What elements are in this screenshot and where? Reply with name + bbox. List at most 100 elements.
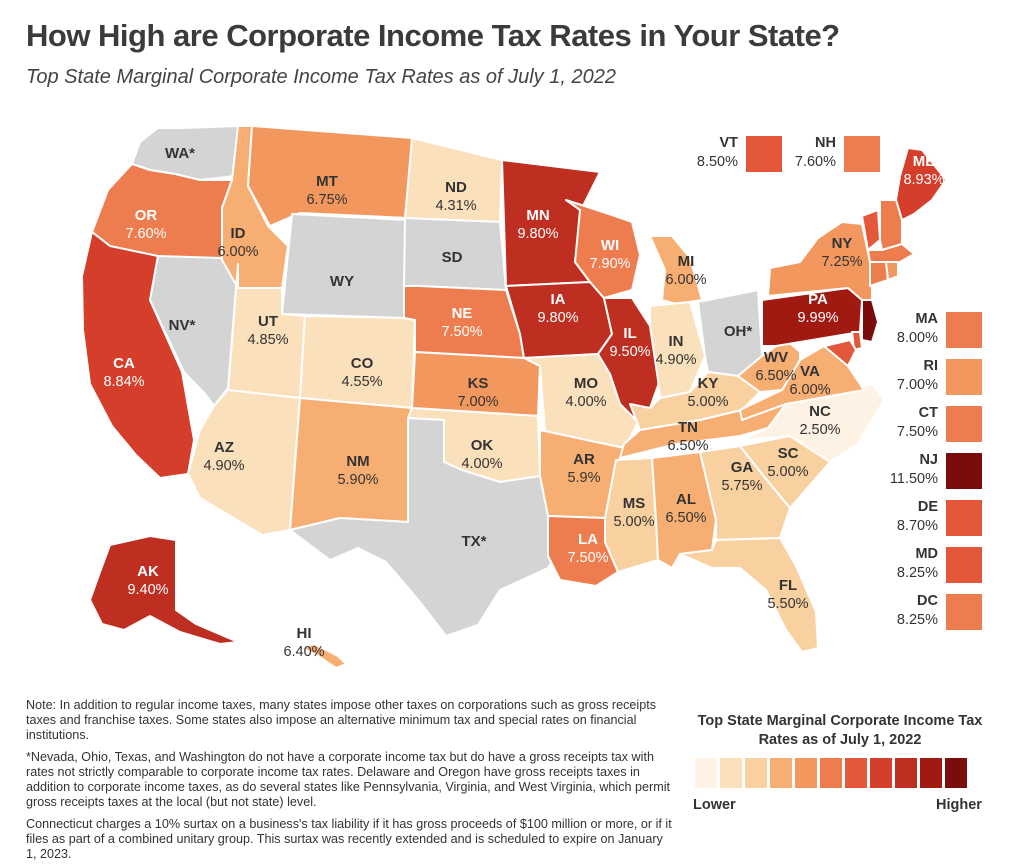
state-label-tn: TN: [678, 419, 698, 436]
legend-swatch: [770, 758, 792, 788]
state-ri[interactable]: [885, 261, 899, 281]
state-label-co: CO: [351, 355, 374, 372]
callout-code: MA: [915, 311, 938, 327]
state-label-nc: NC: [809, 403, 831, 420]
callout-swatch: [946, 594, 982, 630]
legend-swatch: [945, 758, 967, 788]
callout-nj[interactable]: NJ 11.50%: [872, 452, 982, 489]
page-subtitle: Top State Marginal Corporate Income Tax …: [26, 66, 616, 88]
callout-swatch: [946, 359, 982, 395]
state-wy[interactable]: [281, 213, 409, 319]
callout-de[interactable]: DE 8.70%: [872, 499, 982, 536]
state-rate-nd: 4.31%: [435, 198, 476, 214]
state-rate-mt: 6.75%: [306, 192, 347, 208]
state-rate-id: 6.00%: [217, 244, 258, 260]
state-label-pa: PA: [808, 291, 828, 308]
callout-rate: 7.50%: [896, 424, 938, 440]
callout-vt[interactable]: VT 8.50%: [672, 135, 782, 172]
state-tx[interactable]: [289, 417, 567, 637]
state-rate-hi: 6.40%: [283, 644, 324, 660]
state-label-ga: GA: [731, 459, 754, 476]
state-nj[interactable]: [861, 299, 879, 343]
state-ct[interactable]: [869, 261, 889, 287]
callout-rate: 8.50%: [696, 154, 738, 170]
state-rate-ky: 5.00%: [687, 394, 728, 410]
state-label-in: IN: [669, 333, 684, 350]
state-rate-va: 6.00%: [789, 382, 830, 398]
legend-high-label: Higher: [936, 797, 982, 813]
state-rate-ia: 9.80%: [537, 310, 578, 326]
state-rate-sc: 5.00%: [767, 464, 808, 480]
state-label-nm: NM: [346, 453, 369, 470]
state-rate-ca: 8.84%: [103, 374, 144, 390]
state-label-ms: MS: [623, 495, 646, 512]
state-rate-tn: 6.50%: [667, 438, 708, 454]
state-rate-ok: 4.00%: [461, 456, 502, 472]
state-label-ia: IA: [551, 291, 566, 308]
state-ak[interactable]: [89, 535, 239, 645]
state-label-mt: MT: [316, 173, 338, 190]
state-label-nv: NV*: [169, 317, 196, 334]
callout-swatch: [946, 500, 982, 536]
callout-code: DC: [917, 593, 938, 609]
callout-ri[interactable]: RI 7.00%: [872, 358, 982, 395]
state-rate-wv: 6.50%: [755, 368, 796, 384]
state-label-mi: MI: [678, 253, 695, 270]
legend-swatch: [920, 758, 942, 788]
callout-code: DE: [917, 499, 938, 515]
callout-md[interactable]: MD 8.25%: [872, 546, 982, 583]
legend-swatch: [895, 758, 917, 788]
state-mi[interactable]: [649, 235, 703, 305]
callout-swatch: [844, 136, 880, 172]
legend-scale: [695, 758, 967, 788]
state-nc[interactable]: [741, 383, 885, 463]
state-ne[interactable]: [403, 285, 525, 359]
state-rate-il: 9.50%: [609, 344, 650, 360]
state-label-oh: OH*: [724, 323, 753, 340]
callout-nh[interactable]: NH 7.60%: [770, 135, 880, 172]
state-label-ar: AR: [573, 451, 595, 468]
legend-low-label: Lower: [693, 797, 736, 813]
state-label-wy: WY: [330, 273, 354, 290]
state-fl[interactable]: [679, 537, 819, 653]
state-label-az: AZ: [214, 439, 234, 456]
state-md[interactable]: [799, 339, 857, 367]
state-rate-ne: 7.50%: [441, 324, 482, 340]
callout-ma[interactable]: MA 8.00%: [872, 311, 982, 348]
state-ma[interactable]: [867, 243, 915, 263]
callout-ct[interactable]: CT 7.50%: [872, 405, 982, 442]
callout-code: NH: [815, 135, 836, 151]
page-title: How High are Corporate Income Tax Rates …: [26, 18, 840, 53]
state-label-tx: TX*: [461, 533, 486, 550]
callout-rate: 8.25%: [896, 612, 938, 628]
legend-swatch: [720, 758, 742, 788]
state-label-il: IL: [623, 325, 636, 342]
state-label-ny: NY: [832, 235, 853, 252]
state-hi[interactable]: [301, 643, 347, 669]
state-rate-la: 7.50%: [567, 550, 608, 566]
state-label-id: ID: [231, 225, 246, 242]
state-label-ky: KY: [698, 375, 719, 392]
state-label-me: ME: [913, 153, 936, 170]
state-label-sd: SD: [442, 249, 463, 266]
state-wi[interactable]: [565, 199, 641, 299]
state-label-ak: AK: [137, 563, 159, 580]
state-label-nd: ND: [445, 179, 467, 196]
state-label-ca: CA: [113, 355, 135, 372]
state-rate-wi: 7.90%: [589, 256, 630, 272]
state-rate-ks: 7.00%: [457, 394, 498, 410]
callout-code: VT: [719, 135, 738, 151]
callout-rate: 11.50%: [889, 471, 938, 487]
state-rate-fl: 5.50%: [767, 596, 808, 612]
state-nh[interactable]: [879, 199, 903, 251]
callout-code: RI: [923, 358, 939, 374]
callout-swatch: [946, 547, 982, 583]
state-rate-al: 6.50%: [665, 510, 706, 526]
callout-dc[interactable]: DC 8.25%: [872, 593, 982, 630]
callout-swatch: [946, 312, 982, 348]
state-ks[interactable]: [411, 351, 541, 417]
state-label-la: LA: [578, 531, 598, 548]
state-label-wi: WI: [601, 237, 619, 254]
state-label-ks: KS: [468, 375, 489, 392]
state-label-wa: WA*: [165, 145, 195, 162]
